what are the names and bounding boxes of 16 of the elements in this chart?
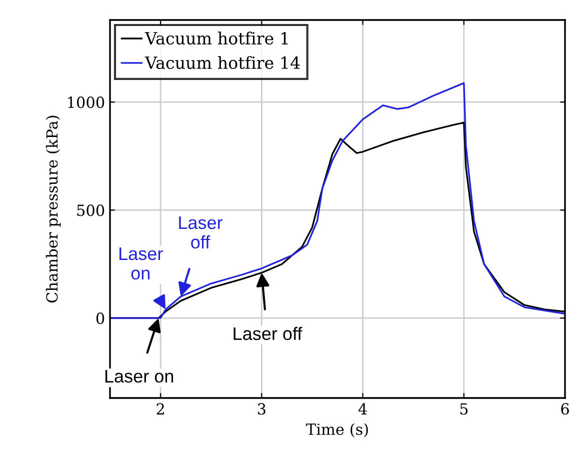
- y-tick-label: 0: [96, 312, 104, 324]
- y-axis-title: Chamber pressure (kPa): [46, 116, 61, 303]
- x-tick-label: 6: [561, 403, 569, 415]
- y-tick-label: 1000: [68, 96, 104, 108]
- x-tick-label: 4: [358, 403, 367, 414]
- y-tick-label: 500: [77, 204, 104, 216]
- x-tick-label: 5: [460, 403, 468, 415]
- annotation: Laser off: [234, 326, 302, 340]
- x-tick-label: 2: [156, 403, 164, 414]
- x-axis-title: Time (s): [306, 423, 368, 438]
- annotation: Laser on: [120, 248, 163, 280]
- legend-label: Vacuum hotfire 1: [144, 32, 288, 45]
- annotation: Laser off: [179, 216, 223, 249]
- legend-label: Vacuum hotfire 14: [144, 56, 300, 70]
- x-tick-label: 3: [258, 403, 266, 415]
- annotation: Laser on: [105, 370, 174, 383]
